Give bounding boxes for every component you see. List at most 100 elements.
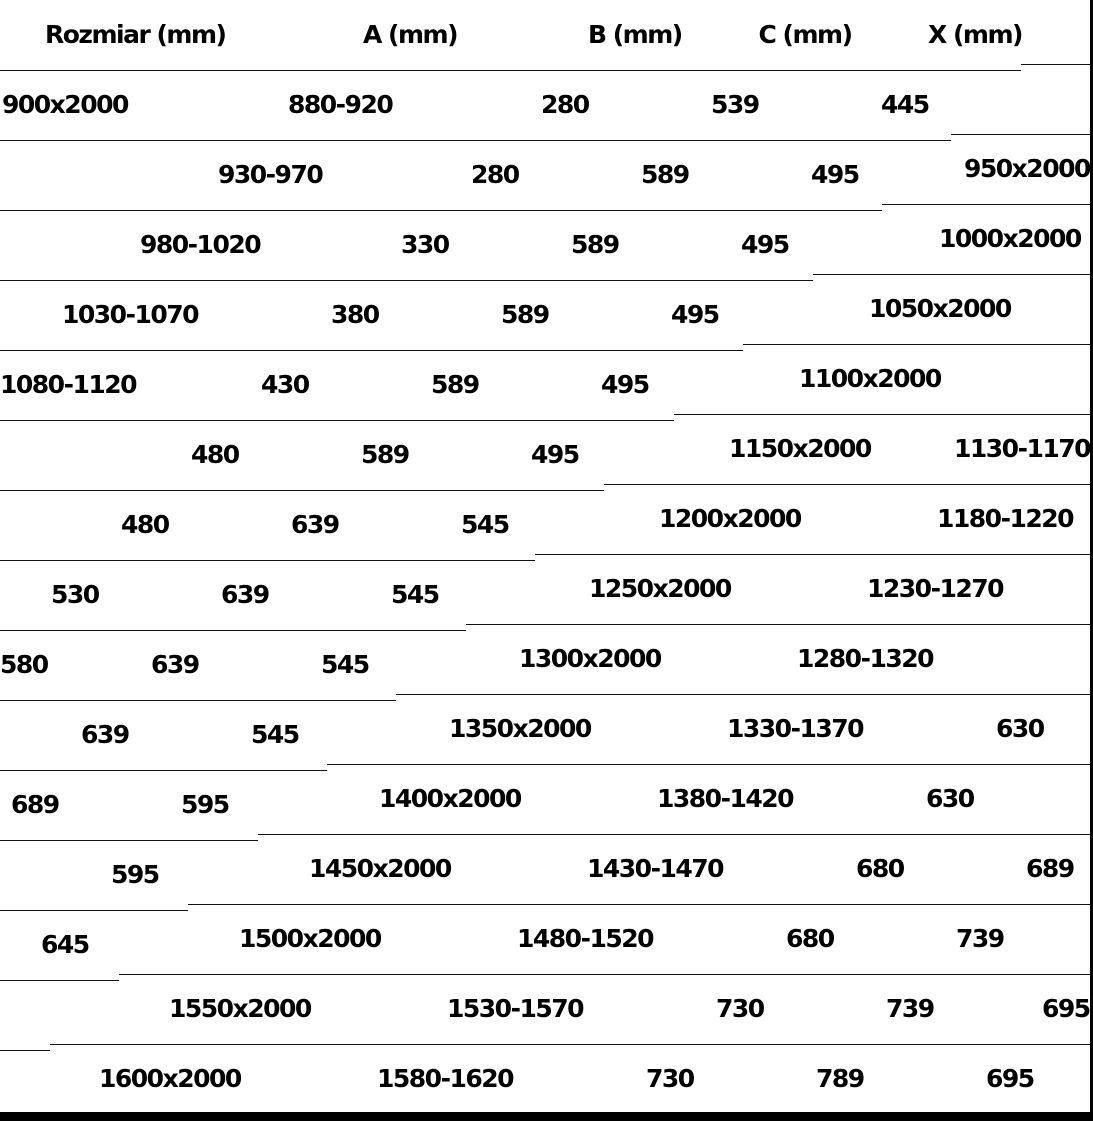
cell-size: 1350x2000 [449,714,592,743]
cell-b: 630 [926,784,975,813]
cell-size: 1100x2000 [799,364,942,393]
cell-size: 1500x2000 [239,924,382,953]
cell-c: 589 [361,440,410,469]
row-divider [0,420,674,421]
row-divider-wrapped [535,554,1090,555]
row-divider [0,770,327,771]
row-divider [0,630,466,631]
row-divider [0,910,189,911]
cell-c: 639 [151,650,200,679]
row-divider [0,70,1021,71]
row-divider-wrapped [396,694,1090,695]
cell-a: 1080-1120 [0,370,138,399]
cell-a: 1180-1220 [937,504,1075,533]
row-divider-wrapped [812,274,1090,275]
row-divider-wrapped [673,414,1090,415]
cell-c: 639 [291,510,340,539]
cell-size: 1000x2000 [939,224,1082,253]
cell-size: 1200x2000 [659,504,802,533]
cell-c: 639 [221,580,270,609]
cell-b: 580 [0,650,49,679]
cell-b: 480 [191,440,240,469]
cell-a: 1280-1320 [797,644,935,673]
cell-x: 595 [181,790,230,819]
row-divider [0,280,813,281]
cell-x: 495 [811,160,860,189]
cell-b: 680 [786,924,835,953]
cell-x: 545 [251,720,300,749]
row-divider [0,980,119,981]
row-divider-wrapped [49,1044,1090,1045]
cell-size: 1550x2000 [169,994,312,1023]
cell-x: 495 [601,370,650,399]
cell-a: 1480-1520 [517,924,655,953]
cell-size: 950x2000 [964,154,1091,183]
cell-c: 589 [641,160,690,189]
cell-c: 539 [711,90,760,119]
bottom-border [0,1112,1093,1121]
row-divider [0,700,397,701]
row-divider [0,560,536,561]
cell-size: 1150x2000 [729,434,872,463]
row-divider-wrapped [118,974,1090,975]
cell-b: 380 [331,300,380,329]
cell-c: 689 [11,790,60,819]
cell-a: 1530-1570 [447,994,585,1023]
row-divider-wrapped [604,484,1090,485]
cell-a: 1330-1370 [727,714,865,743]
row-divider-wrapped [465,624,1090,625]
cell-x: 545 [321,650,370,679]
cell-c: 589 [431,370,480,399]
cell-b: 280 [541,90,590,119]
cell-size: 1250x2000 [589,574,732,603]
cell-b: 630 [996,714,1045,743]
cell-a: 1030-1070 [62,300,200,329]
cell-a: 1230-1270 [867,574,1005,603]
row-divider-wrapped [188,904,1090,905]
cell-x: 645 [41,930,90,959]
header-c: C (mm) [758,20,854,49]
row-divider-wrapped [743,344,1090,345]
cell-b: 680 [856,854,905,883]
cell-c: 789 [816,1064,865,1093]
cell-size: 1300x2000 [519,644,662,673]
cell-a: 1580-1620 [377,1064,515,1093]
row-divider [0,1050,50,1051]
cell-x: 595 [111,860,160,889]
cell-size: 1050x2000 [869,294,1012,323]
row-divider-wrapped [881,204,1090,205]
cell-b: 280 [471,160,520,189]
cell-b: 330 [401,230,450,259]
header-a: A (mm) [363,20,459,49]
row-divider [0,490,605,491]
cell-size: 1600x2000 [99,1064,242,1093]
cell-a: 930-970 [218,160,324,189]
cell-b: 430 [261,370,310,399]
cell-b: 730 [716,994,765,1023]
cell-size: 1400x2000 [379,784,522,813]
cell-x: 495 [671,300,720,329]
row-divider [0,350,744,351]
row-divider-wrapped [951,134,1090,135]
cell-x: 545 [391,580,440,609]
cell-x: 695 [986,1064,1035,1093]
cell-size: 1450x2000 [309,854,452,883]
cell-c: 589 [571,230,620,259]
cell-size: 900x2000 [2,90,129,119]
row-divider [0,140,952,141]
cell-a: 1380-1420 [657,784,795,813]
cell-a: 980-1020 [140,230,262,259]
cell-b: 730 [646,1064,695,1093]
row-divider-wrapped [327,764,1090,765]
cell-c: 739 [886,994,935,1023]
cell-x: 695 [1042,994,1091,1023]
cell-c: 639 [81,720,130,749]
header-x: X (mm) [928,20,1023,49]
cell-a: 880-920 [288,90,394,119]
cell-c: 739 [956,924,1005,953]
row-divider [0,840,258,841]
header-size: Rozmiar (mm) [45,20,227,49]
cell-x: 495 [531,440,580,469]
cell-x: 545 [461,510,510,539]
header-b: B (mm) [588,20,683,49]
